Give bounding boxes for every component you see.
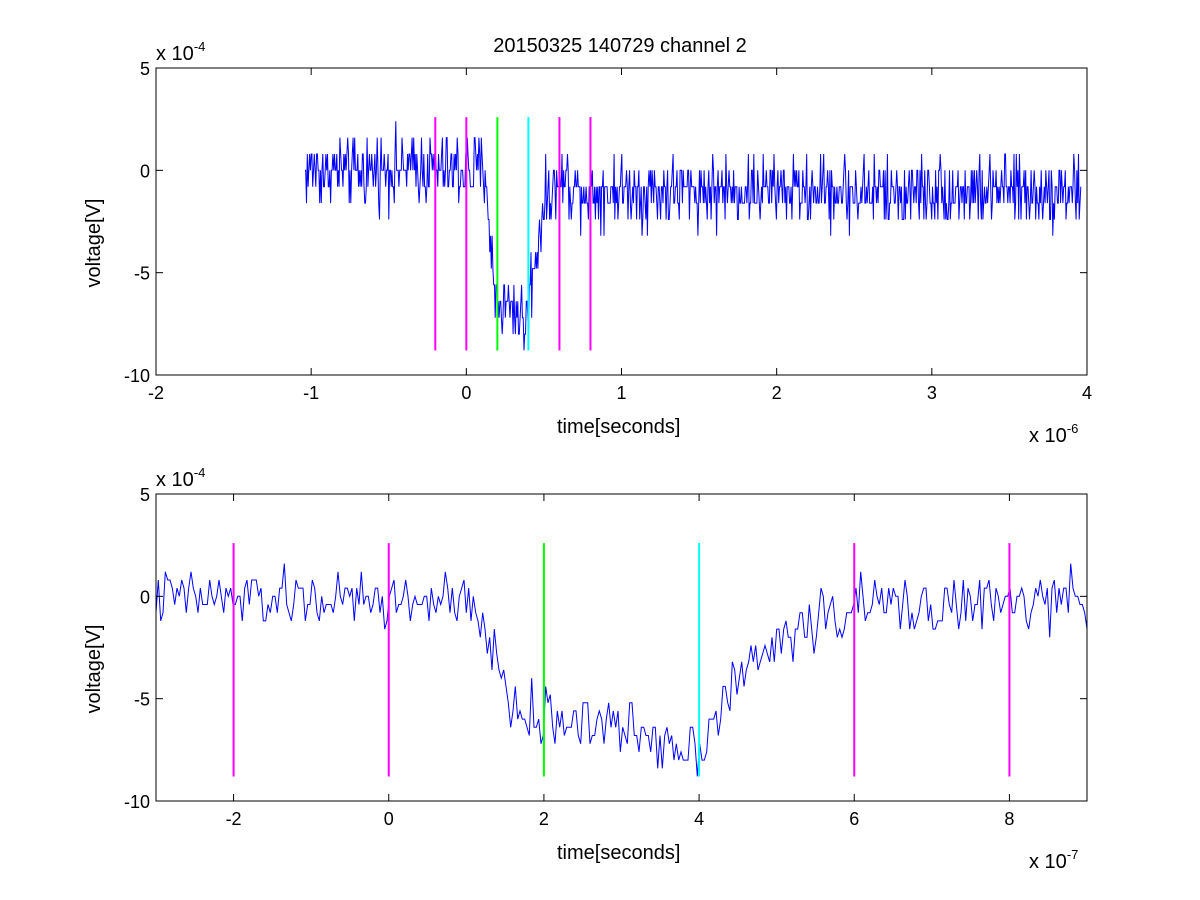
bottom-x-axis-label: time[seconds] bbox=[557, 842, 680, 864]
bottom-plot-frame bbox=[155, 493, 1088, 802]
bottom-x-exponent: x 10-7 bbox=[1029, 847, 1078, 873]
bottom-x-tick-label: 0 bbox=[384, 809, 394, 829]
top-x-tick-label: 2 bbox=[772, 383, 782, 403]
top-signal-trace bbox=[305, 121, 1082, 351]
top-plot-frame bbox=[155, 67, 1088, 376]
top-y-tick-label: 0 bbox=[140, 161, 150, 181]
bottom-x-tick-label: 6 bbox=[849, 809, 859, 829]
top-x-exponent: x 10-6 bbox=[1029, 421, 1078, 447]
top-y-tick-label: 5 bbox=[140, 59, 150, 79]
bottom-x-tick-label: 8 bbox=[1004, 809, 1014, 829]
top-y-tick-label: -5 bbox=[134, 264, 150, 284]
top-x-tick-label: -1 bbox=[303, 383, 319, 403]
figure-title: 20150325 140729 channel 2 bbox=[493, 35, 747, 57]
bottom-y-exponent-power: -4 bbox=[194, 465, 206, 480]
bottom-x-exponent-base: x 10 bbox=[1029, 851, 1067, 873]
bottom-plot: -2 0 2 4 6 8-10-505 time[seconds] voltage[V] … bbox=[83, 465, 1088, 873]
bottom-y-tick-label: 0 bbox=[140, 587, 150, 607]
bottom-y-exponent-base: x 10 bbox=[156, 469, 194, 491]
top-y-exponent: x 10-4 bbox=[156, 39, 205, 65]
bottom-x-tick-label: -2 bbox=[226, 809, 242, 829]
bottom-x-tick-label: 4 bbox=[694, 809, 704, 829]
bottom-y-tick-label: -5 bbox=[134, 690, 150, 710]
top-x-tick-label: 0 bbox=[461, 383, 471, 403]
top-x-exponent-base: x 10 bbox=[1029, 425, 1067, 447]
top-x-exponent-power: -6 bbox=[1067, 421, 1079, 436]
top-y-exponent-power: -4 bbox=[194, 39, 206, 54]
bottom-x-exponent-power: -7 bbox=[1067, 847, 1079, 862]
top-y-axis-label: voltage[V] bbox=[83, 199, 105, 288]
top-x-tick-label: 3 bbox=[927, 383, 937, 403]
top-x-axis-label: time[seconds] bbox=[557, 416, 680, 438]
bottom-y-exponent: x 10-4 bbox=[156, 465, 205, 491]
top-x-tick-label: -2 bbox=[148, 383, 164, 403]
top-x-tick-label: 4 bbox=[1082, 383, 1092, 403]
bottom-y-tick-label: -10 bbox=[124, 792, 150, 812]
bottom-x-tick-label: 2 bbox=[539, 809, 549, 829]
bottom-y-axis-label: voltage[V] bbox=[83, 625, 105, 714]
top-plot: -2 -1 0 1 2 3 4-10-505 time[seconds] voltage[V… bbox=[83, 39, 1092, 447]
bottom-signal-trace bbox=[155, 563, 1088, 777]
top-y-tick-label: -10 bbox=[124, 366, 150, 386]
top-y-exponent-base: x 10 bbox=[156, 43, 194, 65]
top-x-tick-label: 1 bbox=[616, 383, 626, 403]
bottom-y-tick-label: 5 bbox=[140, 485, 150, 505]
